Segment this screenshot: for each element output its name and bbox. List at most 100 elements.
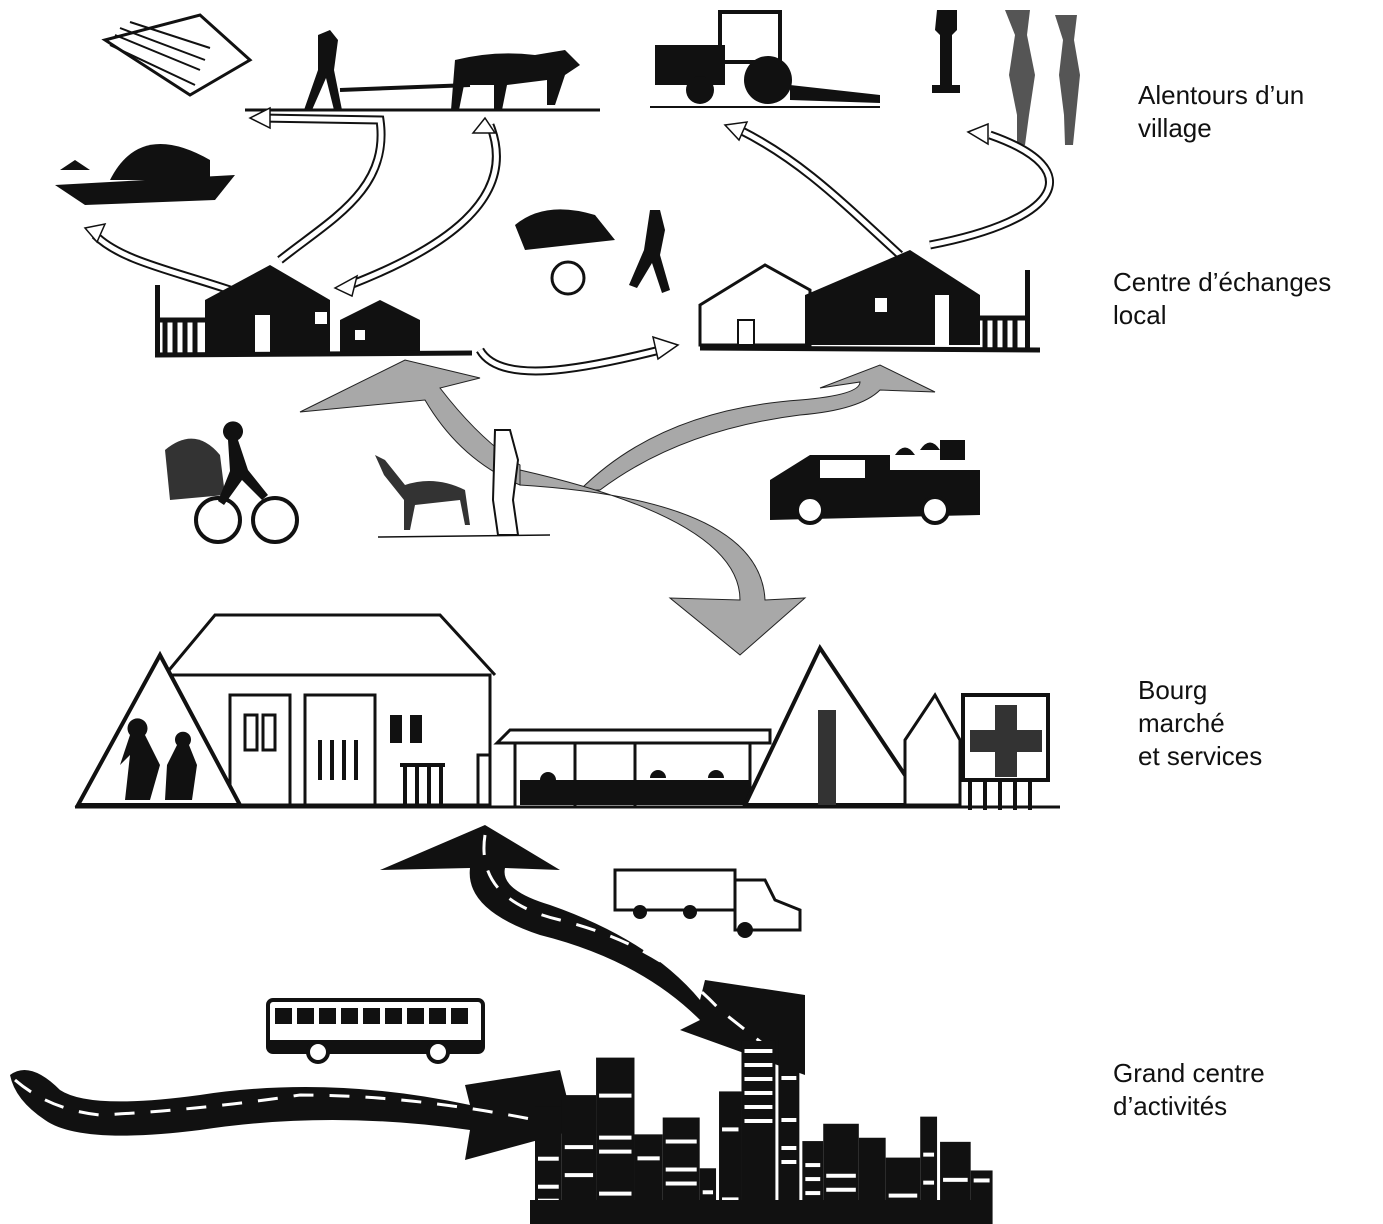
clinic <box>905 695 960 805</box>
building-window <box>781 1118 796 1122</box>
building-window <box>637 1156 659 1160</box>
truck <box>615 870 800 938</box>
building-window <box>744 1049 772 1053</box>
ground <box>155 353 472 355</box>
scene: Alentours d’unvillageCentre d’échangeslo… <box>0 0 1383 1224</box>
hood <box>655 45 725 85</box>
women-figures <box>932 10 1080 145</box>
bus-window <box>429 1008 446 1024</box>
flow-left <box>300 360 520 485</box>
trailer <box>790 85 880 103</box>
arrowhead <box>653 337 678 359</box>
building-window <box>805 1177 820 1181</box>
hat <box>60 160 90 170</box>
city-skyline <box>530 1040 993 1224</box>
building-window <box>889 1194 918 1198</box>
bus-windows <box>275 1008 468 1024</box>
level-label: Grand centre <box>1113 1058 1265 1088</box>
arrowhead <box>335 276 357 296</box>
bus-window <box>297 1008 314 1024</box>
building <box>596 1058 634 1224</box>
house-dark <box>805 250 980 345</box>
building-window <box>744 1091 772 1095</box>
bus-window <box>319 1008 336 1024</box>
woman-1 <box>1005 10 1035 145</box>
building-window <box>599 1192 631 1196</box>
fence <box>160 320 205 355</box>
level-label: marché <box>1138 708 1225 738</box>
wheel <box>922 497 948 523</box>
building-window <box>781 1160 796 1164</box>
statue <box>932 10 960 93</box>
flow-down <box>520 470 805 655</box>
wrench <box>818 710 836 805</box>
wheel <box>737 922 753 938</box>
level-label: village <box>1138 113 1212 143</box>
rear-wheel <box>744 56 792 104</box>
passengers <box>895 440 965 460</box>
window <box>390 715 402 743</box>
level-label: d’activités <box>1113 1091 1227 1121</box>
building <box>741 1041 775 1224</box>
arrowhead <box>968 124 988 144</box>
yoke <box>340 85 470 90</box>
window <box>820 460 865 478</box>
building-window <box>781 1076 796 1080</box>
window <box>410 715 422 743</box>
plough-oxen <box>245 30 600 110</box>
tractor <box>650 12 880 107</box>
door-frame <box>230 695 290 805</box>
building-window <box>974 1178 990 1182</box>
oxen <box>451 50 580 110</box>
load <box>515 209 615 250</box>
building-window <box>744 1077 772 1081</box>
canopy <box>110 144 210 180</box>
farmer <box>304 30 342 110</box>
vendors <box>540 770 724 780</box>
building-window <box>666 1168 697 1172</box>
door <box>935 295 949 345</box>
building-window <box>826 1188 856 1192</box>
bus-window <box>451 1008 468 1024</box>
handcart <box>515 209 670 294</box>
wheel <box>552 262 584 294</box>
arrowhead <box>725 122 747 140</box>
post <box>1025 270 1030 350</box>
wheel <box>797 497 823 523</box>
building-window <box>923 1153 934 1157</box>
bourg <box>75 615 1060 810</box>
building-window <box>599 1136 631 1140</box>
entrance <box>305 695 375 805</box>
level-label: Centre d’échanges <box>1113 267 1331 297</box>
fence <box>980 318 1025 348</box>
building-window <box>565 1173 593 1177</box>
village-right <box>700 250 1040 350</box>
house-small <box>340 300 420 355</box>
bus-window <box>363 1008 380 1024</box>
building-window <box>744 1063 772 1067</box>
building-window <box>943 1178 968 1182</box>
building-window <box>599 1150 631 1154</box>
man <box>493 430 518 535</box>
building-window <box>538 1157 559 1161</box>
wheel <box>633 905 647 919</box>
building-window <box>805 1191 820 1195</box>
pickup <box>770 440 980 523</box>
level-label: et services <box>1138 741 1262 771</box>
building-window <box>703 1190 713 1194</box>
roof <box>165 615 495 675</box>
cab <box>720 12 780 62</box>
woman-2 <box>1055 15 1080 145</box>
building-window <box>923 1181 934 1185</box>
building-window <box>666 1140 697 1144</box>
market-roof <box>497 730 770 743</box>
city-base <box>530 1200 985 1224</box>
front-wheel <box>686 76 714 104</box>
bicycle <box>165 421 297 542</box>
bus-window <box>275 1008 292 1024</box>
building-window <box>781 1146 796 1150</box>
donkey-body <box>375 455 470 530</box>
door <box>738 320 754 345</box>
bus-window <box>341 1008 358 1024</box>
